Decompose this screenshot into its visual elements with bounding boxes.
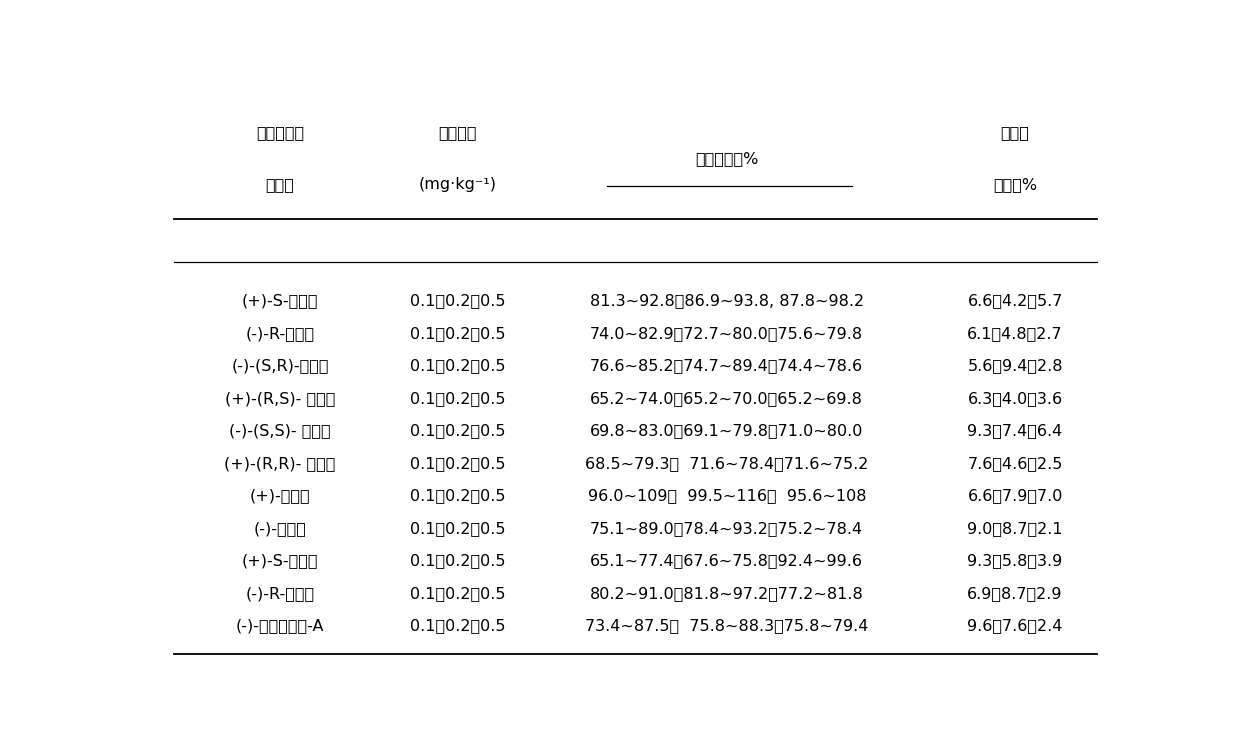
Text: 相对标: 相对标 [1001,125,1029,140]
Text: 9.0，8.7，2.1: 9.0，8.7，2.1 [967,521,1063,536]
Text: 0.1，0.2，0.5: 0.1，0.2，0.5 [410,489,506,504]
Text: 0.1，0.2，0.5: 0.1，0.2，0.5 [410,359,506,374]
Text: 添加水平: 添加水平 [439,125,477,140]
Text: 三唑类农药: 三唑类农药 [255,125,304,140]
Text: 9.6，7.6，2.4: 9.6，7.6，2.4 [967,618,1063,633]
Text: (-)-(S,R)-三唑醇: (-)-(S,R)-三唑醇 [231,359,329,374]
Text: 0.1，0.2，0.5: 0.1，0.2，0.5 [410,391,506,406]
Text: 9.3，5.8，3.9: 9.3，5.8，3.9 [967,554,1063,568]
Text: (+)-S-戊唑醇: (+)-S-戊唑醇 [242,554,319,568]
Text: 对映体: 对映体 [265,177,294,192]
Text: 0.1，0.2，0.5: 0.1，0.2，0.5 [410,424,506,439]
Text: 76.6~85.2，74.7~89.4，74.4~78.6: 76.6~85.2，74.7~89.4，74.4~78.6 [590,359,863,374]
Text: 7.6，4.6，2.5: 7.6，4.6，2.5 [967,456,1063,471]
Text: 6.1，4.8，2.7: 6.1，4.8，2.7 [967,326,1063,341]
Text: 0.1，0.2，0.5: 0.1，0.2，0.5 [410,554,506,568]
Text: (-)-(S,S)- 三唑醇: (-)-(S,S)- 三唑醇 [229,424,331,439]
Text: 5.6，9.4，2.8: 5.6，9.4，2.8 [967,359,1063,374]
Text: 80.2~91.0，81.8~97.2，77.2~81.8: 80.2~91.0，81.8~97.2，77.2~81.8 [590,586,864,601]
Text: 69.8~83.0，69.1~79.8，71.0~80.0: 69.8~83.0，69.1~79.8，71.0~80.0 [590,424,863,439]
Text: 96.0~109，  99.5~116，  95.6~108: 96.0~109， 99.5~116， 95.6~108 [588,489,866,504]
Text: 0.1，0.2，0.5: 0.1，0.2，0.5 [410,456,506,471]
Text: 65.1~77.4，67.6~75.8，92.4~99.6: 65.1~77.4，67.6~75.8，92.4~99.6 [590,554,863,568]
Text: 6.6，4.2，5.7: 6.6，4.2，5.7 [967,294,1063,309]
Text: (+)-(R,R)- 三唑醇: (+)-(R,R)- 三唑醇 [224,456,336,471]
Text: (+)-己唑醇: (+)-己唑醇 [249,489,310,504]
Text: (-)-己唑醇: (-)-己唑醇 [253,521,306,536]
Text: 0.1，0.2，0.5: 0.1，0.2，0.5 [410,586,506,601]
Text: (+)-S-三唑酮: (+)-S-三唑酮 [242,294,319,309]
Text: 75.1~89.0，78.4~93.2，75.2~78.4: 75.1~89.0，78.4~93.2，75.2~78.4 [590,521,863,536]
Text: (mg·kg⁻¹): (mg·kg⁻¹) [419,177,497,192]
Text: 0.1，0.2，0.5: 0.1，0.2，0.5 [410,294,506,309]
Text: (+)-(R,S)- 三唑醇: (+)-(R,S)- 三唑醇 [224,391,335,406]
Text: 65.2~74.0，65.2~70.0，65.2~69.8: 65.2~74.0，65.2~70.0，65.2~69.8 [590,391,863,406]
Text: 9.3，7.4，6.4: 9.3，7.4，6.4 [967,424,1063,439]
Text: 73.4~87.5，  75.8~88.3，75.8~79.4: 73.4~87.5， 75.8~88.3，75.8~79.4 [585,618,868,633]
Text: 81.3~92.8，86.9~93.8, 87.8~98.2: 81.3~92.8，86.9~93.8, 87.8~98.2 [590,294,864,309]
Text: 0.1，0.2，0.5: 0.1，0.2，0.5 [410,521,506,536]
Text: (-)-R-戊唑醇: (-)-R-戊唑醇 [246,586,315,601]
Text: 回收率范围%: 回收率范围% [696,151,759,166]
Text: 74.0~82.9，72.7~80.0，75.6~79.8: 74.0~82.9，72.7~80.0，75.6~79.8 [590,326,863,341]
Text: (-)-联苯三唑醇-A: (-)-联苯三唑醇-A [236,618,324,633]
Text: 0.1，0.2，0.5: 0.1，0.2，0.5 [410,618,506,633]
Text: 6.6，7.9，7.0: 6.6，7.9，7.0 [967,489,1063,504]
Text: 0.1，0.2，0.5: 0.1，0.2，0.5 [410,326,506,341]
Text: 68.5~79.3，  71.6~78.4，71.6~75.2: 68.5~79.3， 71.6~78.4，71.6~75.2 [585,456,868,471]
Text: 6.3，4.0，3.6: 6.3，4.0，3.6 [967,391,1063,406]
Text: (-)-R-三唑酮: (-)-R-三唑酮 [246,326,315,341]
Text: 6.9，8.7，2.9: 6.9，8.7，2.9 [967,586,1063,601]
Text: 准偏差%: 准偏差% [993,177,1037,192]
